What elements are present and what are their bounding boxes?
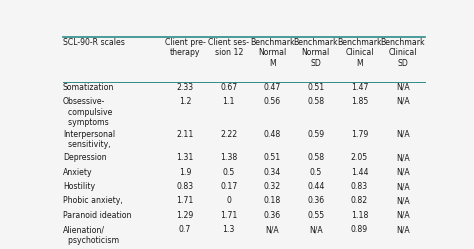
Text: 1.71: 1.71 (176, 196, 194, 205)
Text: Paranoid ideation: Paranoid ideation (63, 211, 131, 220)
Text: Obsessive-
  compulsive
  symptoms: Obsessive- compulsive symptoms (63, 97, 112, 127)
Text: 0.36: 0.36 (307, 196, 324, 205)
Text: 0.36: 0.36 (264, 211, 281, 220)
Text: Hostility: Hostility (63, 182, 95, 191)
Text: Depression: Depression (63, 153, 107, 162)
Text: 0.7: 0.7 (179, 225, 191, 234)
Text: Benchmark
Normal
SD: Benchmark Normal SD (293, 38, 338, 68)
Text: 0.59: 0.59 (307, 130, 324, 139)
Text: N/A: N/A (396, 211, 410, 220)
Text: 0.18: 0.18 (264, 196, 281, 205)
Text: 1.3: 1.3 (222, 225, 235, 234)
Text: 1.18: 1.18 (351, 211, 368, 220)
Text: Client ses-
sion 12: Client ses- sion 12 (208, 38, 249, 57)
Text: 0.58: 0.58 (307, 97, 324, 106)
Text: N/A: N/A (396, 168, 410, 177)
Text: 1.47: 1.47 (351, 83, 368, 92)
Text: 0.5: 0.5 (223, 168, 235, 177)
Text: 0.55: 0.55 (307, 211, 324, 220)
Text: 0.51: 0.51 (307, 83, 325, 92)
Text: 0.34: 0.34 (264, 168, 281, 177)
Text: Benchmark
Clinical
SD: Benchmark Clinical SD (381, 38, 425, 68)
Text: 1.38: 1.38 (220, 153, 237, 162)
Text: N/A: N/A (396, 182, 410, 191)
Text: Alienation/
  psychoticism: Alienation/ psychoticism (63, 225, 119, 245)
Text: 1.2: 1.2 (179, 97, 191, 106)
Text: 0: 0 (226, 196, 231, 205)
Text: 2.11: 2.11 (176, 130, 194, 139)
Text: 0.82: 0.82 (351, 196, 368, 205)
Text: 0.48: 0.48 (264, 130, 281, 139)
Text: 1.44: 1.44 (351, 168, 368, 177)
Text: N/A: N/A (396, 130, 410, 139)
Text: 1.31: 1.31 (176, 153, 194, 162)
Text: 2.05: 2.05 (351, 153, 368, 162)
Text: Benchmark
Normal
M: Benchmark Normal M (250, 38, 294, 68)
Text: 0.83: 0.83 (176, 182, 194, 191)
Text: 1.79: 1.79 (351, 130, 368, 139)
Text: Client pre-
therapy: Client pre- therapy (165, 38, 206, 57)
Text: N/A: N/A (396, 153, 410, 162)
Text: 1.1: 1.1 (222, 97, 235, 106)
Text: N/A: N/A (396, 97, 410, 106)
Text: 1.29: 1.29 (176, 211, 194, 220)
Text: 0.32: 0.32 (264, 182, 281, 191)
Text: 0.17: 0.17 (220, 182, 237, 191)
Text: 0.58: 0.58 (307, 153, 324, 162)
Text: 2.33: 2.33 (176, 83, 194, 92)
Text: N/A: N/A (265, 225, 279, 234)
Text: 0.89: 0.89 (351, 225, 368, 234)
Text: 0.67: 0.67 (220, 83, 237, 92)
Text: 1.71: 1.71 (220, 211, 237, 220)
Text: 0.83: 0.83 (351, 182, 368, 191)
Text: 0.5: 0.5 (310, 168, 322, 177)
Text: N/A: N/A (396, 196, 410, 205)
Text: N/A: N/A (396, 225, 410, 234)
Text: 1.85: 1.85 (351, 97, 368, 106)
Text: Anxiety: Anxiety (63, 168, 92, 177)
Text: Somatization: Somatization (63, 83, 114, 92)
Text: 1.9: 1.9 (179, 168, 191, 177)
Text: N/A: N/A (396, 83, 410, 92)
Text: N/A: N/A (309, 225, 323, 234)
Text: 2.22: 2.22 (220, 130, 237, 139)
Text: 0.44: 0.44 (307, 182, 325, 191)
Text: 0.51: 0.51 (264, 153, 281, 162)
Text: 0.47: 0.47 (264, 83, 281, 92)
Text: Interpersonal
  sensitivity,: Interpersonal sensitivity, (63, 130, 115, 149)
Text: Phobic anxiety,: Phobic anxiety, (63, 196, 123, 205)
Text: Benchmark
Clinical
M: Benchmark Clinical M (337, 38, 382, 68)
Text: 0.56: 0.56 (264, 97, 281, 106)
Text: SCL-90-R scales: SCL-90-R scales (63, 38, 125, 47)
